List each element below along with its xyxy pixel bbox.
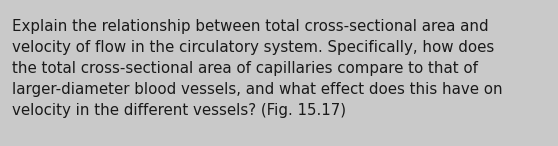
Text: Explain the relationship between total cross-sectional area and
velocity of flow: Explain the relationship between total c… [12,19,503,118]
